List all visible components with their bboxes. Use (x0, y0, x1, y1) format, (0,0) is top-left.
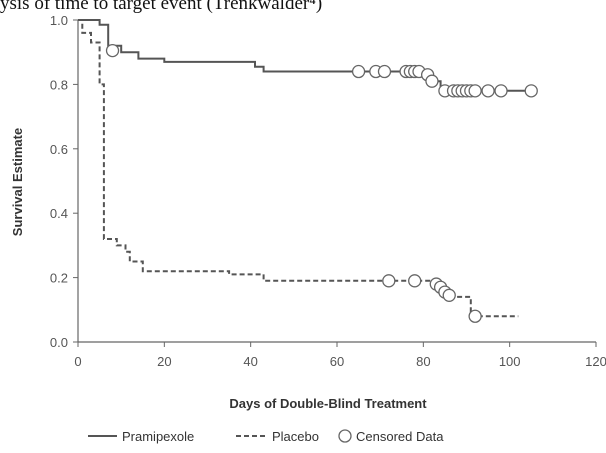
legend: Pramipexole Placebo Censored Data (88, 429, 444, 444)
x-tick-label: 0 (74, 354, 81, 369)
chart-title-partial: ysis of time to target event (Trenkwalde… (0, 0, 323, 14)
censored-marker-pramipexole (481, 84, 495, 98)
legend-censored-symbol (338, 429, 352, 443)
y-tick-label: 0.2 (50, 271, 68, 286)
axes (73, 19, 597, 347)
pramipexole-line (78, 19, 532, 92)
legend-label: Pramipexole (122, 429, 194, 444)
censored-marker-pramipexole (468, 84, 482, 98)
x-tick-label: 80 (416, 354, 430, 369)
legend-label: Censored Data (356, 429, 444, 444)
censored-marker-pramipexole (105, 43, 120, 58)
x-tick-label: 120 (585, 354, 606, 369)
y-axis-title: Survival Estimate (10, 128, 25, 236)
x-tick-label: 20 (157, 354, 171, 369)
censored-markers (105, 43, 538, 323)
x-tick-label: 60 (330, 354, 344, 369)
tick-labels: 0 20 40 60 80 100 120 0.0 0.2 0.4 0.6 0.8 1.0 (50, 13, 606, 369)
y-tick-label: 0.0 (50, 335, 68, 350)
censored-marker-pramipexole (377, 64, 392, 79)
y-tick-label: 0.6 (50, 142, 68, 157)
censored-marker-pramipexole (425, 74, 439, 88)
censored-marker-placebo (382, 274, 396, 288)
y-tick-label: 0.8 (50, 77, 68, 92)
censored-marker-pramipexole (494, 84, 508, 98)
censored-marker-pramipexole (351, 64, 366, 79)
censored-marker-pramipexole (524, 84, 538, 98)
series-lines (78, 19, 532, 318)
x-tick-label: 100 (499, 354, 521, 369)
legend-label: Placebo (272, 429, 319, 444)
x-tick-label: 40 (243, 354, 257, 369)
placebo-line (78, 19, 519, 318)
x-axis-title: Days of Double-Blind Treatment (229, 396, 427, 411)
censored-marker-placebo (442, 288, 456, 302)
censored-marker-placebo (408, 274, 422, 288)
y-tick-label: 1.0 (50, 13, 68, 28)
censored-marker-placebo (468, 309, 482, 323)
y-tick-label: 0.4 (50, 206, 68, 221)
